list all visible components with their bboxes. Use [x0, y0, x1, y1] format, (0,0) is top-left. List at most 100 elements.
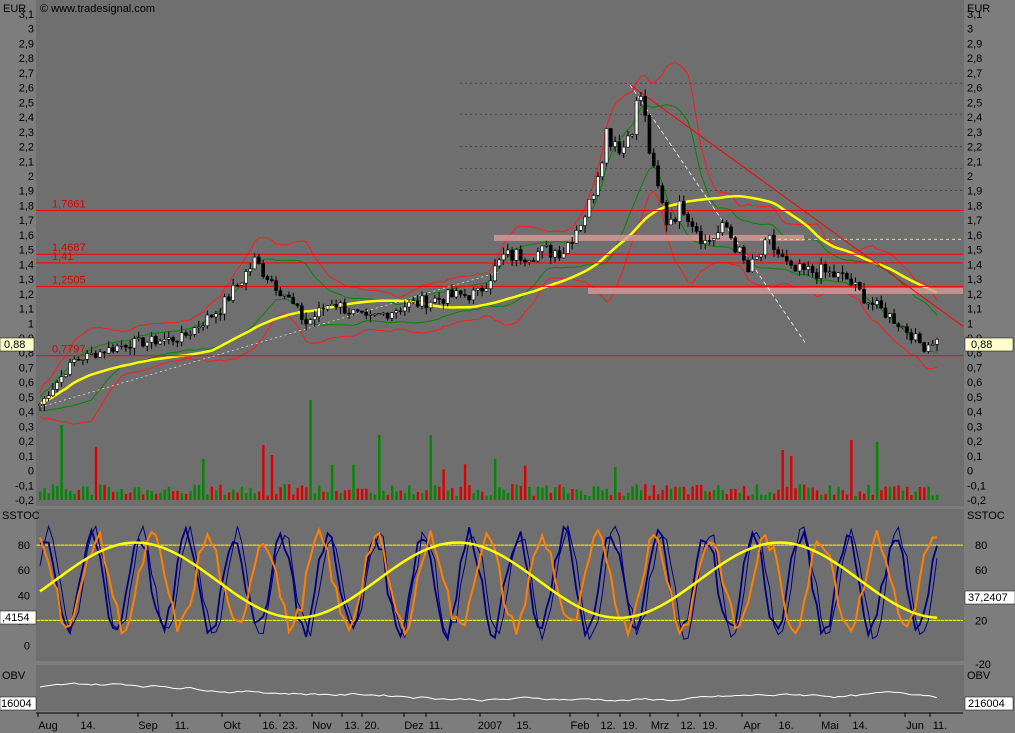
candle-body	[896, 323, 901, 328]
volume-bar	[390, 485, 394, 500]
candle-body	[154, 336, 158, 345]
price-y-tick-right: 1,3	[967, 274, 982, 286]
candle-body	[475, 287, 480, 291]
candle-body	[918, 333, 922, 343]
x-axis-label: Feb	[571, 720, 590, 732]
stoch-y-tick-right: -20	[975, 659, 991, 671]
trend-line	[629, 84, 964, 327]
volume-bar	[300, 485, 304, 500]
volume-bar	[408, 485, 411, 500]
stoch-y-tick-right: 60	[975, 565, 987, 577]
volume-bar	[223, 494, 226, 500]
volume-bar	[871, 494, 875, 500]
obv-right-value: 216004	[968, 698, 1005, 710]
candle-body	[231, 285, 235, 301]
candle-body	[59, 376, 64, 383]
volume-bar	[772, 493, 776, 500]
volume-bar	[317, 485, 321, 500]
stoch-y-tick-left: 40	[18, 590, 30, 602]
volume-bar	[841, 490, 844, 500]
candle-body	[772, 234, 776, 250]
candle-body	[935, 339, 939, 345]
volume-bar	[558, 484, 561, 500]
candle-body	[501, 253, 506, 261]
labels-layer: 3,1 3,1 3 3 2,9 2,9 2,8 2,8 2,7 2,7 2,6 2,6 2,5 2,5 2,…	[15, 9, 991, 732]
obv-left-value-box	[0, 696, 37, 711]
volume-bar	[279, 487, 282, 500]
candle-body	[222, 296, 227, 315]
price-y-tick-left: 1,9	[19, 186, 34, 198]
candle-body	[823, 263, 828, 273]
volume-bar	[111, 491, 115, 500]
candle-body	[166, 337, 171, 340]
candle-body	[76, 359, 81, 361]
volume-bar	[56, 486, 59, 500]
volume-bar	[738, 492, 741, 500]
candle-body	[548, 244, 553, 258]
candle-body	[235, 285, 240, 287]
obv-title-right: OBV	[967, 670, 991, 682]
candle-body	[892, 313, 896, 324]
candle-body	[63, 374, 68, 377]
candle-body	[458, 290, 463, 295]
candle-body	[364, 311, 368, 316]
candle-body	[390, 312, 394, 319]
price-y-tick-right: 0	[967, 466, 973, 478]
volume-bar	[270, 455, 274, 500]
candle-body	[673, 219, 677, 222]
candle-body	[493, 265, 497, 282]
price-y-tick-right: 3	[967, 24, 973, 36]
current-price-box-right	[964, 337, 1014, 352]
moving-average-line	[39, 194, 938, 406]
volume-bar	[335, 490, 338, 500]
volume-bar	[99, 484, 102, 500]
x-axis-label: 11.	[175, 720, 189, 732]
volume-bar	[863, 493, 866, 500]
candle-body	[141, 337, 145, 347]
candle-body	[261, 263, 265, 277]
volume-bar	[631, 486, 634, 500]
candle-body	[484, 288, 489, 292]
candle-body	[128, 346, 132, 349]
candle-body	[531, 260, 536, 262]
candle-body	[570, 242, 574, 244]
price-y-tick-right: 1,2	[967, 289, 982, 301]
volume-bar	[103, 484, 106, 500]
price-y-tick-right: 0,4	[967, 407, 982, 419]
current-price-label-left: 0,88	[4, 339, 25, 351]
price-y-tick-right: 0,7	[967, 362, 982, 374]
volume-bar	[137, 487, 141, 500]
price-y-tick-right: 2,1	[967, 156, 982, 168]
current-price-label-right: 0,88	[971, 339, 992, 351]
x-axis-label: Dez	[404, 720, 424, 732]
candle-body	[244, 271, 248, 284]
candle-body	[883, 307, 888, 318]
price-y-tick-left: -0,1	[15, 480, 34, 492]
stoch-right-value: 37,2407	[968, 592, 1008, 604]
candle-body	[789, 260, 793, 266]
candle-body	[553, 250, 557, 258]
price-y-tick-right: 2,5	[967, 97, 982, 109]
volume-bar	[43, 488, 46, 500]
stoch-d	[39, 526, 937, 639]
volume-bar	[515, 484, 518, 500]
candle-body	[690, 221, 695, 227]
candle-body	[325, 305, 330, 310]
volume-bar	[73, 493, 76, 500]
candle-body	[360, 310, 364, 313]
volume-bar	[802, 484, 806, 500]
volume-bar	[781, 450, 784, 500]
price-y-tick-left: 1,3	[19, 274, 34, 286]
price-y-tick-right: 2,2	[967, 142, 982, 154]
x-axis-label: Apr	[743, 720, 760, 732]
candle-body	[98, 351, 102, 358]
candle-body	[754, 256, 759, 260]
volume-bar	[721, 490, 724, 500]
volume-bar	[159, 492, 162, 500]
volume-bar	[283, 484, 287, 500]
candle-body	[175, 340, 180, 343]
volume-bar	[828, 485, 832, 500]
volume-bar	[790, 456, 793, 500]
candle-body	[248, 268, 253, 272]
volume-bar	[253, 493, 256, 500]
